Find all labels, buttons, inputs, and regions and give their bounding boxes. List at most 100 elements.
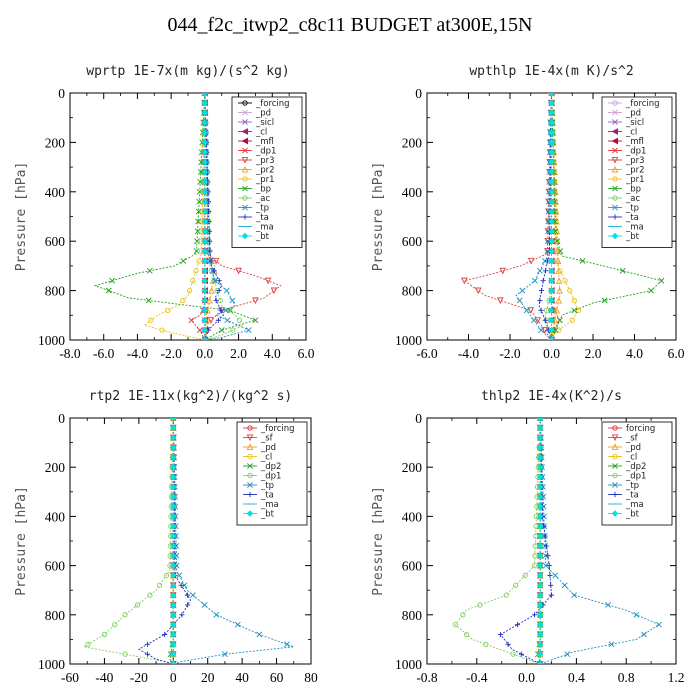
data-point — [536, 532, 544, 540]
data-point — [537, 418, 544, 421]
data-point — [569, 317, 575, 323]
data-point — [170, 650, 177, 658]
data-point — [548, 582, 554, 588]
data-point — [144, 651, 151, 657]
data-point — [548, 109, 555, 116]
data-point — [619, 267, 626, 274]
series-line — [539, 418, 660, 664]
legend-label: _ac — [255, 194, 270, 204]
data-point — [201, 109, 209, 116]
data-point — [170, 463, 177, 471]
series-line — [82, 418, 174, 664]
data-point — [556, 317, 563, 324]
x-tick-label: 0.8 — [618, 670, 635, 685]
data-point — [555, 267, 562, 274]
data-point — [513, 582, 519, 588]
data-point — [112, 621, 118, 628]
data-point — [201, 337, 208, 340]
data-point — [536, 444, 544, 451]
legend-entry-tp: _tp — [243, 481, 274, 491]
data-point — [181, 582, 188, 589]
legend-marker — [241, 156, 249, 164]
data-point — [170, 621, 177, 628]
legend-marker — [611, 128, 619, 135]
data-point — [213, 611, 220, 618]
data-point — [605, 602, 612, 608]
data-point — [216, 288, 222, 294]
legend-entry-dp2: _dp2 — [608, 462, 646, 472]
legend-label: _dp1 — [625, 147, 646, 157]
legend-entry-cl: _cl — [608, 453, 637, 463]
data-point — [201, 198, 209, 205]
legend-marker — [246, 443, 254, 451]
y-tick-label: 400 — [45, 509, 66, 524]
data-point — [236, 317, 243, 323]
data-point — [536, 631, 544, 638]
legend-label: _bt — [260, 510, 275, 520]
legend-entry-cl: _cl — [243, 453, 272, 463]
data-point — [542, 268, 549, 274]
legend-label: _ma — [625, 223, 644, 233]
legend-label: _sicl — [255, 118, 274, 128]
legend-marker — [611, 156, 619, 164]
legend-entry-pd: _pd — [238, 109, 271, 119]
y-tick-label: 200 — [402, 460, 423, 475]
page-title: 044_f2c_itwp2_c8c11 BUDGET at300E,15N — [167, 14, 533, 36]
legend-label: _tp — [260, 481, 274, 491]
legend-marker — [242, 185, 248, 192]
data-point — [548, 218, 555, 225]
data-point — [523, 307, 530, 314]
data-point — [252, 297, 259, 305]
data-point — [648, 287, 655, 294]
data-point — [195, 208, 202, 215]
y-tick-label: 600 — [402, 559, 423, 574]
data-point — [536, 611, 544, 619]
data-point — [245, 327, 252, 334]
data-point — [193, 248, 200, 254]
data-point — [224, 317, 231, 324]
data-point — [194, 228, 201, 235]
data-point — [540, 278, 546, 284]
legend-label: _pr1 — [255, 175, 275, 185]
data-point — [522, 572, 528, 579]
data-point — [608, 641, 615, 648]
legend-label: _bt — [255, 232, 270, 242]
data-point — [536, 641, 544, 648]
data-point — [189, 592, 196, 599]
data-point — [162, 631, 168, 638]
legend: _forcing_sf_pd_cl_dp2_dp1_tp_ta_ma_bt — [236, 421, 308, 526]
data-point — [510, 651, 516, 657]
y-tick-label: 0 — [58, 86, 65, 101]
x-tick-label: 1.2 — [668, 670, 685, 685]
legend-label: _tp — [625, 481, 639, 491]
data-point — [180, 297, 186, 304]
legend-marker — [241, 128, 249, 135]
series-layer — [452, 418, 662, 664]
data-point — [553, 306, 561, 314]
data-point — [170, 660, 177, 664]
legend-marker — [611, 510, 619, 517]
data-point — [531, 277, 538, 284]
data-point — [530, 317, 537, 324]
data-point — [547, 572, 553, 579]
data-point — [548, 139, 555, 146]
data-point — [170, 552, 177, 559]
legend-label: _ta — [625, 491, 639, 501]
x-tick-label: -6.0 — [416, 346, 438, 361]
data-point — [548, 257, 555, 265]
x-tick-label: -60 — [61, 670, 79, 685]
data-point — [201, 93, 208, 96]
data-point — [562, 278, 568, 284]
data-point — [234, 621, 241, 628]
data-point — [656, 621, 662, 628]
data-point — [212, 257, 220, 265]
legend-marker — [247, 472, 253, 479]
data-point — [201, 119, 209, 126]
data-point — [201, 287, 209, 294]
data-point — [170, 503, 177, 510]
data-point — [548, 267, 555, 275]
x-tick-label: 0.4 — [568, 670, 585, 685]
data-point — [194, 238, 200, 245]
legend-label: _pd — [260, 443, 276, 453]
legend-marker — [247, 491, 253, 498]
